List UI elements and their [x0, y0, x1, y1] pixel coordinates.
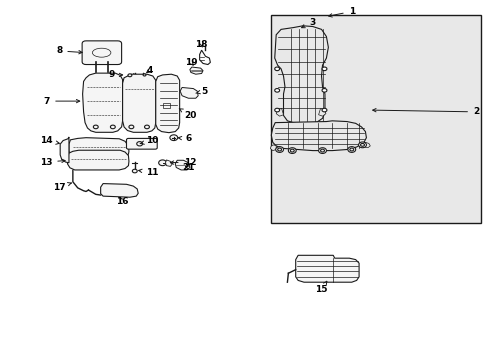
Polygon shape — [156, 74, 179, 133]
Polygon shape — [271, 121, 366, 150]
Circle shape — [274, 108, 279, 112]
Polygon shape — [175, 160, 189, 170]
Text: 21: 21 — [182, 163, 194, 172]
Polygon shape — [122, 74, 156, 132]
Polygon shape — [180, 87, 198, 98]
Circle shape — [132, 169, 137, 173]
Text: 16: 16 — [116, 197, 128, 206]
Circle shape — [349, 148, 353, 151]
Text: 18: 18 — [195, 40, 207, 49]
Circle shape — [277, 148, 281, 151]
Polygon shape — [67, 150, 129, 170]
Text: 8: 8 — [56, 46, 82, 55]
Polygon shape — [82, 73, 122, 132]
Polygon shape — [270, 145, 276, 150]
Circle shape — [110, 125, 115, 129]
Circle shape — [322, 89, 326, 92]
Polygon shape — [295, 255, 358, 282]
FancyBboxPatch shape — [126, 138, 157, 149]
Text: 6: 6 — [178, 134, 191, 143]
Polygon shape — [101, 184, 138, 197]
Polygon shape — [165, 160, 172, 166]
Circle shape — [318, 148, 326, 153]
Circle shape — [290, 149, 294, 152]
Polygon shape — [276, 108, 283, 116]
Circle shape — [128, 74, 132, 77]
Circle shape — [93, 125, 98, 129]
Circle shape — [144, 125, 149, 129]
Text: 5: 5 — [196, 86, 207, 95]
Text: 10: 10 — [140, 136, 158, 145]
Circle shape — [275, 147, 283, 152]
Text: 13: 13 — [40, 158, 65, 167]
Text: 3: 3 — [301, 18, 315, 28]
Circle shape — [322, 108, 326, 112]
Circle shape — [288, 148, 296, 153]
Circle shape — [274, 89, 279, 92]
Text: 1: 1 — [328, 7, 354, 17]
Circle shape — [360, 143, 364, 146]
Polygon shape — [318, 108, 325, 116]
Text: 12: 12 — [170, 158, 196, 167]
Polygon shape — [60, 137, 69, 163]
Circle shape — [137, 141, 142, 146]
Text: 15: 15 — [315, 281, 327, 293]
Text: 9: 9 — [108, 71, 122, 80]
Text: 14: 14 — [40, 136, 59, 145]
Text: 7: 7 — [44, 96, 80, 105]
Circle shape — [274, 67, 279, 71]
Polygon shape — [69, 138, 129, 158]
Circle shape — [347, 147, 355, 152]
Text: 20: 20 — [179, 109, 197, 120]
Text: 4: 4 — [146, 66, 152, 75]
Circle shape — [143, 74, 146, 76]
Polygon shape — [274, 26, 328, 125]
Text: 11: 11 — [138, 168, 158, 177]
Circle shape — [158, 160, 166, 166]
Polygon shape — [363, 142, 369, 148]
Circle shape — [169, 135, 177, 140]
Circle shape — [129, 125, 134, 129]
FancyBboxPatch shape — [82, 41, 122, 64]
Circle shape — [358, 142, 366, 148]
Bar — [271, 15, 480, 223]
Text: 19: 19 — [184, 58, 197, 67]
Text: 2: 2 — [372, 107, 478, 116]
Polygon shape — [189, 67, 203, 74]
Circle shape — [322, 67, 326, 71]
Text: 17: 17 — [53, 183, 71, 192]
Circle shape — [320, 149, 324, 152]
